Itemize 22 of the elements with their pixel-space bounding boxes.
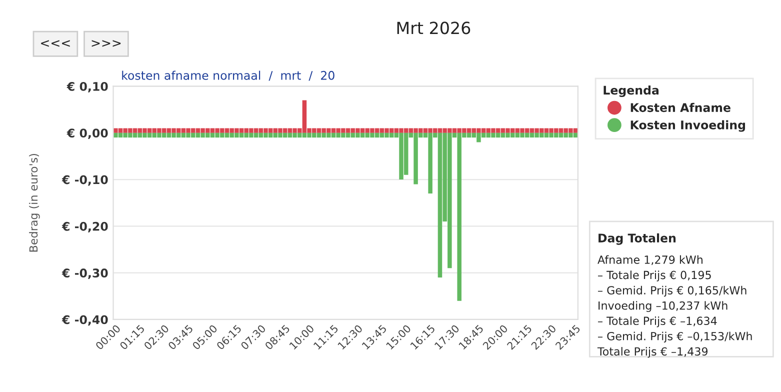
text: Afname 1,279 kWh bbox=[598, 255, 702, 266]
text: kosten afname normaal / mrt / 20 bbox=[122, 70, 334, 81]
legend-title: Legenda bbox=[604, 86, 659, 98]
text: Totale Prijs € –1,439 bbox=[597, 347, 708, 358]
y-tick-label: € 0,00 bbox=[66, 128, 108, 140]
y-axis-title: Bedrag (in euro's) bbox=[29, 154, 40, 252]
y-tick-label: € -0,10 bbox=[62, 175, 108, 186]
legend-label: Kosten Invoeding bbox=[630, 120, 746, 132]
chart-title: Mrt 2026 bbox=[397, 22, 470, 34]
legend-label: Kosten Afname bbox=[630, 102, 730, 112]
text: – Gemid. Prijs € 0,165/kWh bbox=[598, 286, 746, 297]
text: – Gemid. Prijs € –0,153/kWh bbox=[598, 332, 752, 342]
y-tick-label: € 0,10 bbox=[66, 82, 108, 92]
y-tick-label: € -0,20 bbox=[62, 222, 108, 232]
y-tick-label: € -0,30 bbox=[62, 268, 108, 279]
text: >>> bbox=[92, 40, 121, 47]
y-tick-label: € -0,40 bbox=[62, 315, 108, 326]
text: – Totale Prijs € 0,195 bbox=[598, 270, 711, 282]
text: – Totale Prijs € –1,634 bbox=[598, 316, 717, 328]
text: Dag Totalen bbox=[598, 233, 676, 245]
text: <<< bbox=[41, 40, 70, 47]
text: Invoeding –10,237 kWh bbox=[598, 301, 728, 312]
